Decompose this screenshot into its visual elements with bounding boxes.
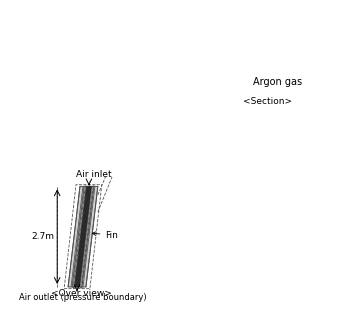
Text: 2.7m: 2.7m bbox=[31, 232, 54, 241]
Text: <Section>: <Section> bbox=[243, 96, 292, 105]
Polygon shape bbox=[195, 92, 204, 97]
Text: Air inlet: Air inlet bbox=[76, 170, 112, 179]
Text: Air: Air bbox=[0, 310, 1, 311]
Polygon shape bbox=[214, 89, 222, 94]
Polygon shape bbox=[68, 186, 98, 287]
Polygon shape bbox=[234, 88, 241, 92]
Text: Outer guide tube: Outer guide tube bbox=[0, 310, 1, 311]
Polygon shape bbox=[157, 82, 358, 99]
Polygon shape bbox=[149, 77, 364, 95]
Text: Argon gas: Argon gas bbox=[253, 77, 302, 87]
Text: <Over view>: <Over view> bbox=[51, 289, 111, 298]
Polygon shape bbox=[254, 87, 261, 91]
Polygon shape bbox=[157, 82, 358, 103]
Polygon shape bbox=[293, 89, 301, 94]
Polygon shape bbox=[311, 92, 320, 97]
Text: Temperature
boundary: Temperature boundary bbox=[0, 310, 1, 311]
Text: Inner guide tube: Inner guide tube bbox=[0, 310, 1, 311]
Polygon shape bbox=[177, 97, 187, 101]
Text: Pot: Pot bbox=[0, 310, 1, 311]
Polygon shape bbox=[141, 72, 364, 95]
Polygon shape bbox=[149, 77, 364, 99]
Text: Temperature
boundary: Temperature boundary bbox=[0, 310, 1, 311]
Polygon shape bbox=[72, 186, 94, 287]
Text: Fin: Fin bbox=[92, 230, 118, 239]
Polygon shape bbox=[75, 186, 91, 287]
Text: Air outlet (pressure boundary): Air outlet (pressure boundary) bbox=[19, 293, 147, 302]
Polygon shape bbox=[274, 88, 281, 92]
Polygon shape bbox=[328, 97, 337, 101]
